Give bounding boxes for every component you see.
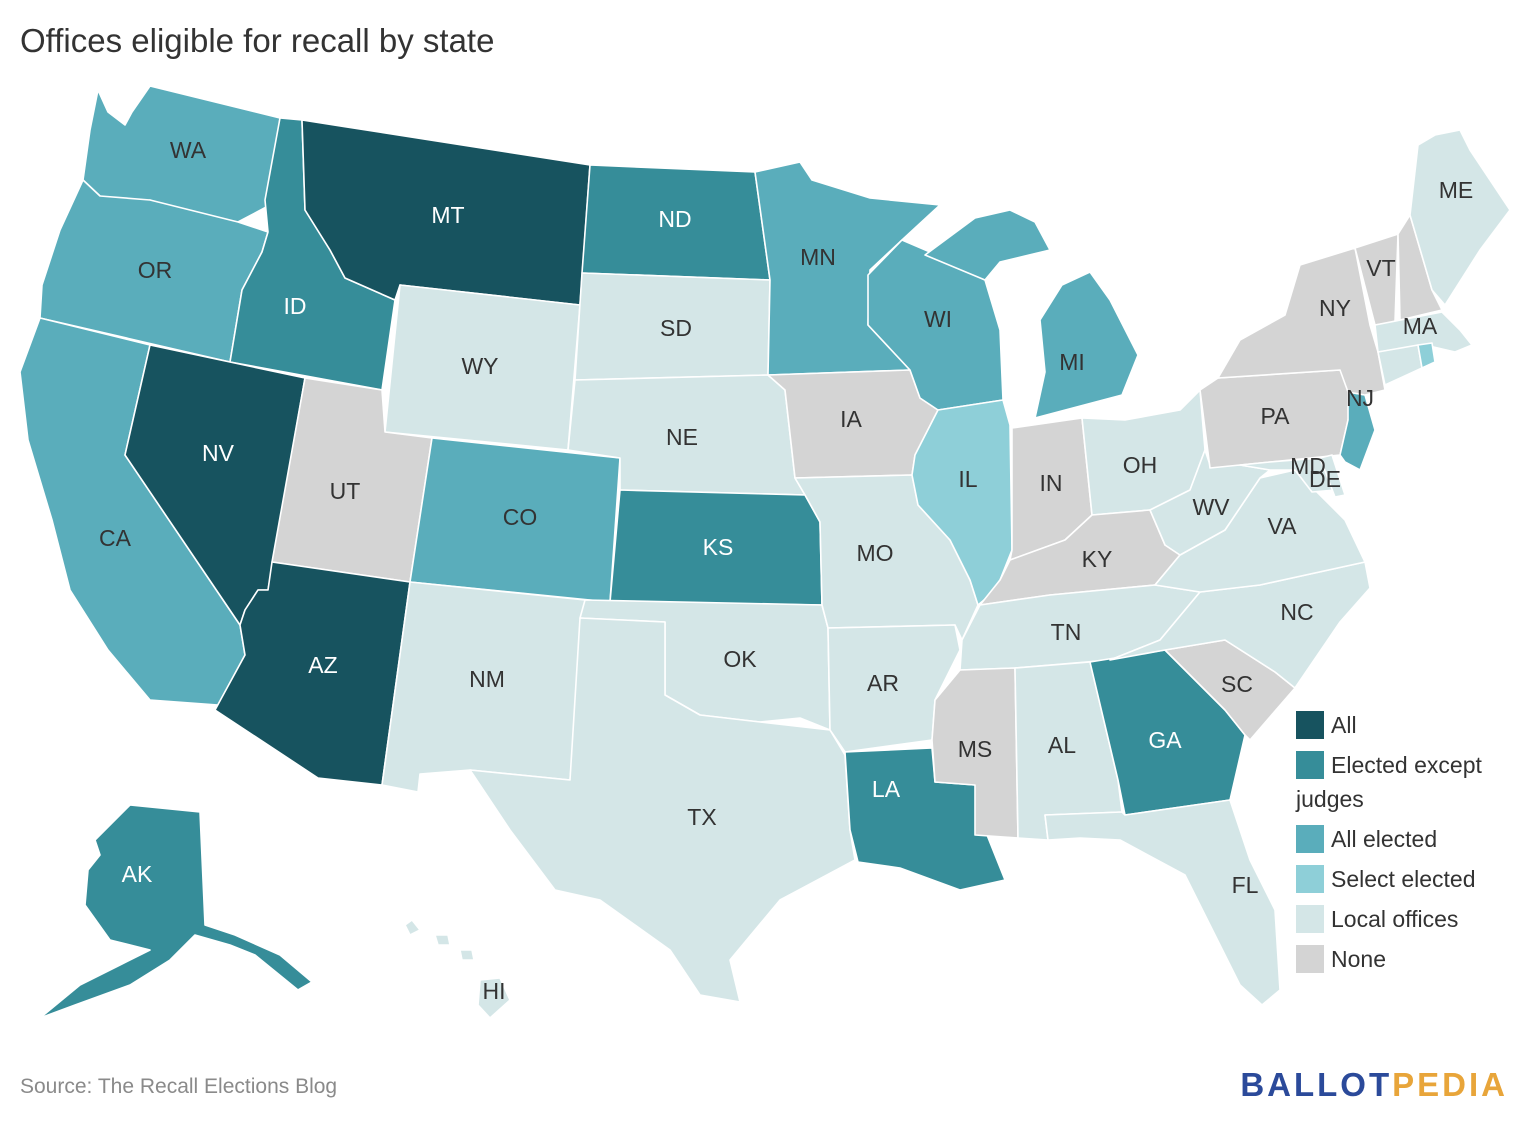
state-label-NV: NV bbox=[202, 440, 235, 466]
legend-label-none: None bbox=[1331, 946, 1386, 972]
state-label-NC: NC bbox=[1280, 599, 1313, 625]
state-label-NE: NE bbox=[666, 424, 698, 450]
state-label-NM: NM bbox=[469, 666, 505, 692]
state-label-MN: MN bbox=[800, 244, 836, 270]
legend-swatch-none bbox=[1296, 945, 1324, 973]
legend-item-all-elected: All elected bbox=[1296, 822, 1496, 856]
state-label-WV: WV bbox=[1192, 494, 1230, 520]
state-label-GA: GA bbox=[1148, 727, 1182, 753]
page-title: Offices eligible for recall by state bbox=[20, 22, 495, 59]
state-label-DE: DE bbox=[1309, 466, 1341, 492]
state-NH[interactable] bbox=[1397, 214, 1443, 321]
source-note: Source: The Recall Elections Blog bbox=[20, 1075, 338, 1098]
legend-item-elected-except-judges: Elected except judges bbox=[1296, 748, 1496, 816]
state-label-IL: IL bbox=[958, 466, 977, 492]
legend-swatch-local-offices bbox=[1296, 905, 1324, 933]
state-RI[interactable] bbox=[1417, 342, 1436, 369]
state-label-AK: AK bbox=[122, 861, 153, 887]
state-label-AR: AR bbox=[867, 670, 899, 696]
state-label-IN: IN bbox=[1040, 470, 1063, 496]
state-label-MT: MT bbox=[431, 202, 464, 228]
legend-label-all-elected: All elected bbox=[1331, 826, 1438, 852]
state-label-NJ: NJ bbox=[1346, 385, 1374, 411]
state-NY[interactable] bbox=[1217, 247, 1386, 396]
state-TX[interactable] bbox=[469, 617, 856, 1003]
state-label-VT: VT bbox=[1366, 255, 1395, 281]
state-MN[interactable] bbox=[754, 161, 941, 376]
state-label-KY: KY bbox=[1082, 546, 1113, 572]
state-label-OR: OR bbox=[138, 257, 173, 283]
state-label-AL: AL bbox=[1048, 732, 1076, 758]
state-label-ID: ID bbox=[284, 293, 307, 319]
state-MD[interactable] bbox=[1239, 457, 1336, 493]
state-label-PA: PA bbox=[1261, 403, 1291, 429]
state-NJ[interactable] bbox=[1339, 391, 1376, 471]
state-label-TN: TN bbox=[1051, 619, 1082, 645]
legend-label-local-offices: Local offices bbox=[1331, 906, 1459, 932]
legend: All Elected except judges All elected Se… bbox=[1296, 708, 1496, 982]
state-label-MS: MS bbox=[958, 736, 993, 762]
state-label-WY: WY bbox=[461, 353, 498, 379]
state-label-NY: NY bbox=[1319, 295, 1351, 321]
state-label-MO: MO bbox=[856, 540, 893, 566]
state-label-SD: SD bbox=[660, 315, 692, 341]
legend-swatch-elected-except-judges bbox=[1296, 751, 1324, 779]
state-label-UT: UT bbox=[330, 478, 361, 504]
state-ME[interactable] bbox=[1409, 129, 1511, 306]
state-label-ND: ND bbox=[658, 206, 691, 232]
legend-item-select-elected: Select elected bbox=[1296, 862, 1496, 896]
legend-item-local-offices: Local offices bbox=[1296, 902, 1496, 936]
legend-swatch-all-elected bbox=[1296, 825, 1324, 853]
legend-item-all: All bbox=[1296, 708, 1496, 742]
state-label-VA: VA bbox=[1268, 513, 1298, 539]
state-label-SC: SC bbox=[1221, 671, 1253, 697]
logo-part-ballot: BALLOT bbox=[1240, 1066, 1393, 1103]
state-CT[interactable] bbox=[1377, 344, 1423, 386]
state-label-LA: LA bbox=[872, 776, 901, 802]
legend-label-select-elected: Select elected bbox=[1331, 866, 1476, 892]
legend-swatch-all bbox=[1296, 711, 1324, 739]
state-label-ME: ME bbox=[1439, 177, 1474, 203]
state-label-AZ: AZ bbox=[308, 652, 337, 678]
state-label-HI: HI bbox=[483, 978, 506, 1004]
state-IL[interactable] bbox=[911, 399, 1013, 606]
state-HI[interactable] bbox=[404, 919, 511, 1019]
state-MI[interactable] bbox=[924, 209, 1139, 419]
state-label-CO: CO bbox=[503, 504, 538, 530]
state-label-KS: KS bbox=[703, 534, 734, 560]
state-label-MI: MI bbox=[1059, 349, 1085, 375]
ballotpedia-logo[interactable]: BALLOTPEDIA bbox=[1240, 1066, 1508, 1104]
state-label-OH: OH bbox=[1123, 452, 1158, 478]
state-label-TX: TX bbox=[687, 804, 716, 830]
state-DE[interactable] bbox=[1319, 454, 1346, 498]
state-label-IA: IA bbox=[840, 406, 862, 432]
state-label-OK: OK bbox=[723, 646, 757, 672]
logo-part-pedia: PEDIA bbox=[1392, 1066, 1508, 1103]
state-labels: WA OR CA ID NV MT WY UT AZ CO NM ND SD NE KS OK TX MN IA MO… bbox=[99, 137, 1473, 1004]
state-label-WI: WI bbox=[924, 306, 952, 332]
state-label-MD: MD bbox=[1290, 453, 1326, 479]
legend-swatch-select-elected bbox=[1296, 865, 1324, 893]
state-FL[interactable] bbox=[1044, 799, 1281, 1006]
state-AK[interactable] bbox=[39, 804, 313, 1019]
state-label-MA: MA bbox=[1403, 313, 1438, 339]
legend-label-all: All bbox=[1331, 712, 1357, 738]
legend-item-none: None bbox=[1296, 942, 1496, 976]
state-label-FL: FL bbox=[1232, 872, 1259, 898]
state-label-WA: WA bbox=[170, 137, 207, 163]
state-label-CA: CA bbox=[99, 525, 132, 551]
legend-label-elected-except-judges: Elected except judges bbox=[1296, 752, 1482, 812]
